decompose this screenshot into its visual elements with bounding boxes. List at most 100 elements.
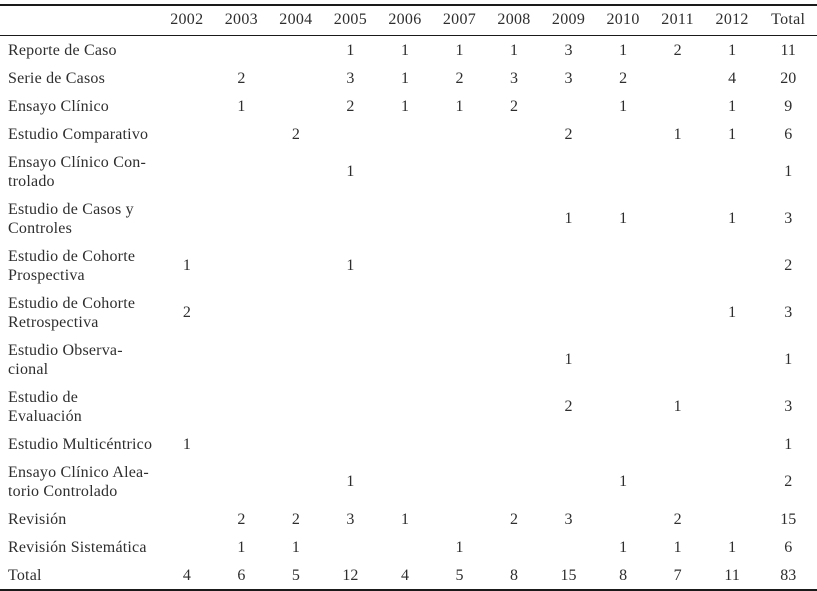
cell-value: 1 [346,473,355,490]
cell-value [432,383,487,430]
cell-value [541,430,596,458]
cell-value [596,120,651,148]
cell-value [160,36,215,65]
cell-value [323,430,378,458]
cell-value: 4 [728,69,737,87]
cell-value [487,336,542,383]
cell-value [269,458,324,505]
cell-value: 3 [784,304,793,321]
column-header-2007: 2007 [432,5,487,36]
cell-value: 15 [541,561,596,591]
cell-value: 1 [400,41,409,59]
table-row: Estudio de Casos y Controles 1 1 1 3 [0,195,817,242]
cell-value: 2 [237,69,246,87]
cell-value: 3 [784,210,793,227]
cell-value [432,289,487,336]
cell-value [160,383,215,430]
cell-value: 1 [237,97,246,115]
cell-value: 2 [510,97,518,115]
column-header-2010: 2010 [595,5,651,36]
row-label: Serie de Casos [8,69,106,87]
cell-value [705,430,760,458]
cell-value [378,289,433,336]
cell-value: 8 [595,561,651,591]
cell-value: 2 [346,97,355,115]
table-body: Reporte de Caso 1 1 1 1 3 1 2 1 11 Serie de Casos 2… [0,36,817,591]
cell-value: 6 [784,538,793,556]
cell-value [650,289,705,336]
publications-by-year-table: 2002 2003 2004 2005 2006 2007 2008 2009 2010 2011… [0,4,817,591]
cell-value: 2 [510,510,518,528]
cell-value: 1 [673,125,682,143]
cell-value: 1 [455,538,464,556]
cell-value [541,533,596,561]
cell-value [541,458,596,505]
cell-value: 1 [673,538,682,556]
cell-value [487,289,542,336]
cell-value [705,148,760,195]
cell-value: 7 [650,561,705,591]
cell-value [323,120,378,148]
table-row: Estudio Multicéntrico 1 1 [0,430,817,458]
cell-value: 2 [291,125,300,143]
cell-value [160,195,215,242]
cell-value: 1 [728,125,737,143]
cell-value [160,533,215,561]
cell-value [160,505,215,533]
cell-value [378,533,433,561]
cell-value [541,92,596,120]
cell-value [650,64,705,92]
cell-value [214,430,269,458]
row-label: Estudio Multicéntrico [8,435,153,453]
cell-value: 1 [291,538,300,556]
row-label: Ensayo Clínico Alea- torio Controlado [8,463,149,500]
cell-value [214,120,269,148]
cell-value: 3 [346,69,355,87]
cell-value: 2 [619,69,628,87]
column-header-2012: 2012 [704,5,760,36]
total-row: Total 4 6 5 12 4 5 8 15 8 7 11 83 [0,561,817,591]
cell-value: 3 [346,510,355,528]
cell-value [214,289,269,336]
cell-value: 5 [268,561,324,591]
cell-value [378,195,433,242]
cell-value: 1 [510,41,518,59]
cell-value [269,289,324,336]
cell-value [650,458,705,505]
cell-value [378,383,433,430]
cell-value [214,242,269,289]
row-label: Estudio Comparativo [8,125,149,143]
cell-value [160,148,215,195]
cell-value: 2 [784,257,793,274]
cell-value: 1 [346,41,355,59]
cell-value: 11 [780,41,796,59]
cell-value: 3 [510,69,518,87]
cell-value: 3 [564,69,573,87]
cell-value: 1 [400,510,409,528]
cell-value: 1 [346,163,355,180]
cell-value [214,148,269,195]
cell-value [541,289,596,336]
row-label: Reporte de Caso [8,41,117,59]
cell-value: 1 [728,304,737,321]
cell-value [432,120,487,148]
cell-value: 1 [728,97,737,115]
table-row: Estudio de Evaluación 2 1 3 [0,383,817,430]
cell-value: 1 [784,435,793,453]
cell-value [378,242,433,289]
cell-value [487,383,542,430]
cell-value [487,458,542,505]
cell-value: 11 [704,561,760,591]
cell-value: 20 [780,69,797,87]
cell-value: 1 [619,210,628,227]
cell-value: 4 [377,561,433,591]
cell-value [596,148,651,195]
cell-value [323,383,378,430]
cell-value [487,148,542,195]
cell-value [432,195,487,242]
cell-value [160,120,215,148]
cell-value: 2 [673,41,682,59]
table-row: Reporte de Caso 1 1 1 1 3 1 2 1 11 [0,36,817,65]
cell-value: 1 [784,351,793,368]
cell-value [378,336,433,383]
